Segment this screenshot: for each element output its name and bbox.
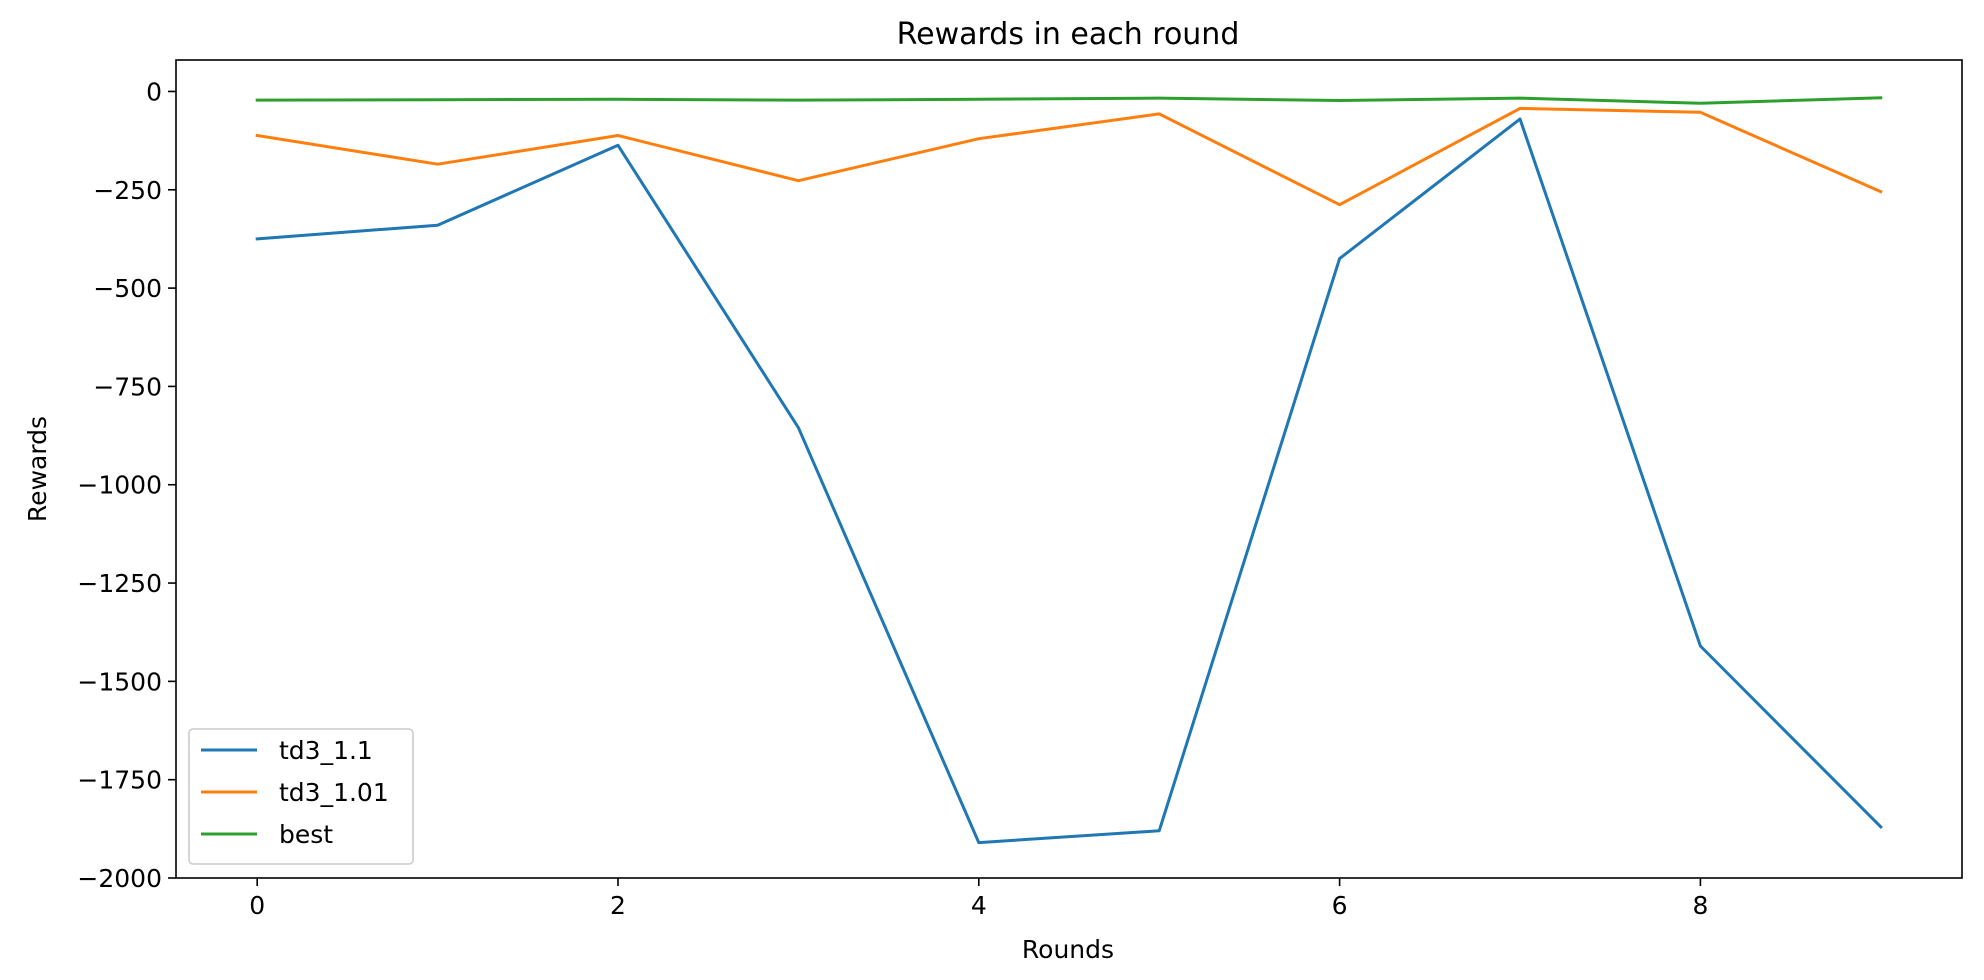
y-tick-label: −250: [93, 176, 162, 205]
y-tick-label: −750: [93, 372, 162, 401]
legend-label: td3_1.1: [279, 736, 373, 765]
x-tick-label: 0: [249, 891, 265, 920]
chart-title: Rewards in each round: [897, 17, 1240, 52]
legend-box: [188, 728, 414, 865]
legend-label: td3_1.01: [279, 778, 389, 807]
y-tick-label: −2000: [77, 864, 162, 893]
y-axis-label: Rewards: [23, 416, 52, 522]
y-tick-label: −1000: [77, 471, 162, 500]
series-layer: [255, 96, 1883, 845]
x-tick-label: 8: [1692, 891, 1708, 920]
x-tick-label: 4: [971, 891, 987, 920]
y-axis-ticks: 0 −250 −500 −750 −1000 −1250 −1500 −1750 −2000: [77, 77, 176, 893]
x-tick-label: 6: [1332, 891, 1348, 920]
series-line-best: [255, 96, 1883, 105]
x-tick-label: 2: [610, 891, 626, 920]
plot-area-frame: [175, 59, 1963, 879]
y-tick-label: −1750: [77, 766, 162, 795]
legend-label: best: [279, 820, 333, 849]
y-tick-label: −1250: [77, 569, 162, 598]
series-line-td3-1-1: [255, 117, 1883, 845]
series-line-td3-1-01: [255, 106, 1883, 207]
y-tick-label: 0: [146, 77, 162, 106]
x-axis-label: Rounds: [1022, 935, 1114, 964]
x-axis-ticks: 0 2 4 6 8: [249, 878, 1708, 920]
y-tick-label: −500: [93, 274, 162, 303]
y-tick-label: −1500: [77, 667, 162, 696]
